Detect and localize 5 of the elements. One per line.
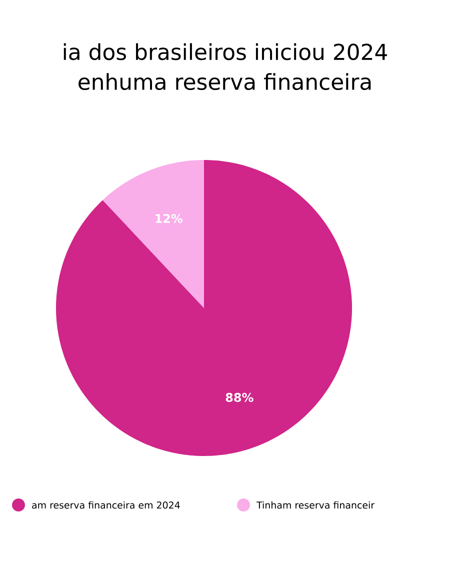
data-label: 12% — [156, 214, 183, 224]
legend-label: Tinham reserva financeir — [256, 501, 375, 509]
data-label: 88% — [226, 392, 254, 402]
legend-label: am reserva financeira em 2024 — [32, 501, 180, 509]
chart-title: ia dos brasileiros iniciou 2024 enhuma reserva financeira — [64, 43, 387, 90]
